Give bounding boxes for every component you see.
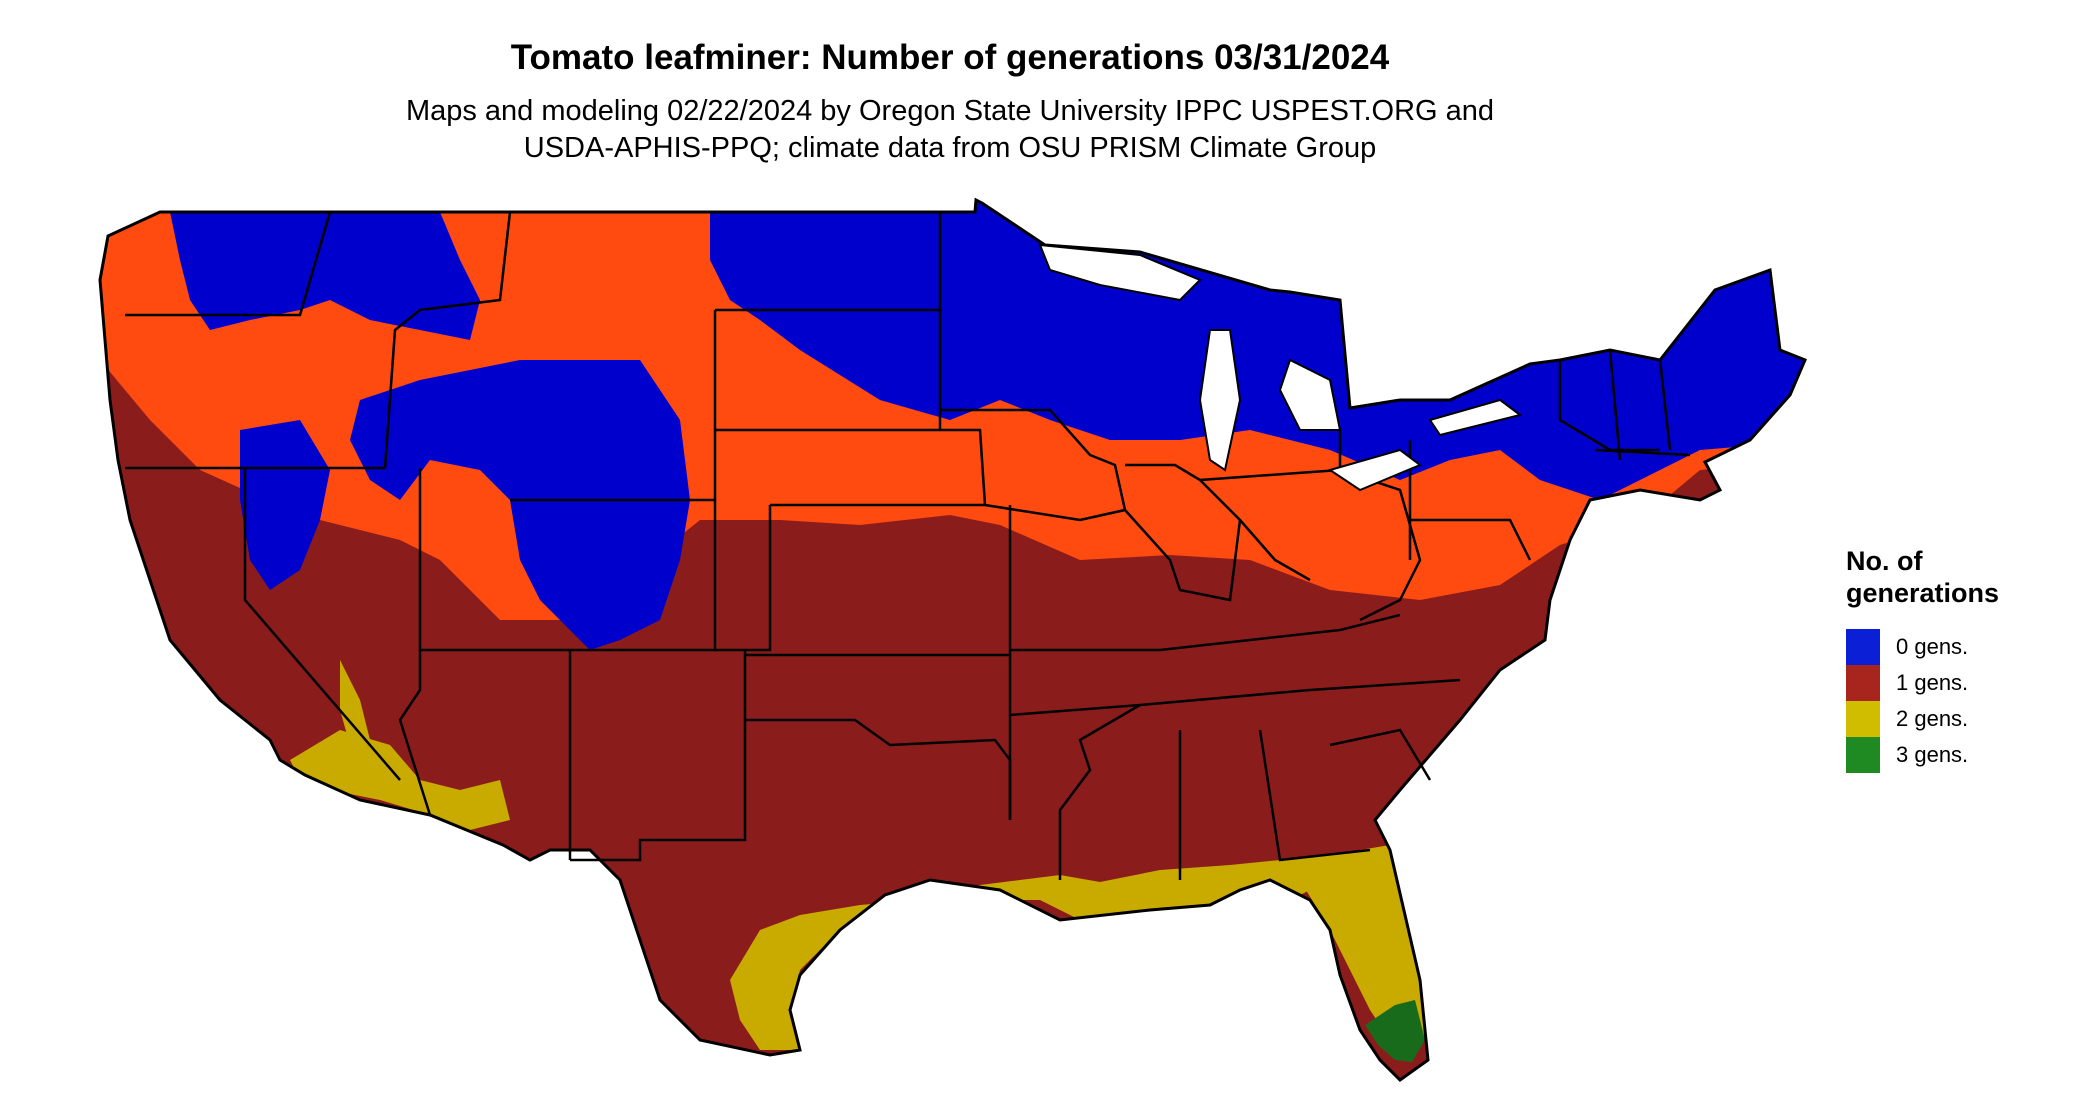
legend-title-line-2: generations [1846, 578, 2000, 608]
legend-label-3-gens: 3 gens. [1896, 742, 1969, 767]
legend-label-2-gens: 2 gens. [1896, 706, 1969, 731]
map-title: Tomato leafminer: Number of generations … [510, 38, 1390, 77]
legend-item-2-gens: 2 gens. [1846, 701, 1999, 737]
legend-label-1-gens: 1 gens. [1896, 670, 1969, 695]
legend-items: 0 gens. 1 gens. 2 gens. 3 gens. [1846, 629, 1999, 773]
legend-swatch-3-gens [1846, 737, 1880, 773]
map-subtitle-line-2: USDA-APHIS-PPQ; climate data from OSU PR… [523, 132, 1377, 164]
legend-item-1-gens: 1 gens. [1846, 665, 1999, 701]
zone-3-gen-south-florida [1365, 1000, 1425, 1062]
map-subtitle-line-1: Maps and modeling 02/22/2024 by Oregon S… [405, 95, 1495, 127]
legend-swatch-2-gens [1846, 701, 1880, 737]
zone-2-gen-colorado-river [340, 660, 370, 745]
great-lakes [1038, 243, 1523, 492]
zone-0-gen-basin [240, 420, 330, 590]
legend-item-3-gens: 3 gens. [1846, 737, 1999, 773]
legend-swatch-0-gens [1846, 629, 1880, 665]
legend-label-0-gens: 0 gens. [1896, 634, 1969, 659]
legend-item-0-gens: 0 gens. [1846, 629, 1999, 665]
zone-0-gen-northwest [170, 212, 480, 340]
state-borders [98, 197, 1807, 1082]
zone-0-gen-rockies [350, 360, 690, 650]
legend-swatch-1-gens [1846, 665, 1880, 701]
map-legend: No. of generations 0 gens. 1 gens. 2 gen… [1846, 545, 1999, 773]
legend-title-line-1: No. of [1846, 546, 1923, 576]
us-generations-map [98, 197, 1807, 1082]
